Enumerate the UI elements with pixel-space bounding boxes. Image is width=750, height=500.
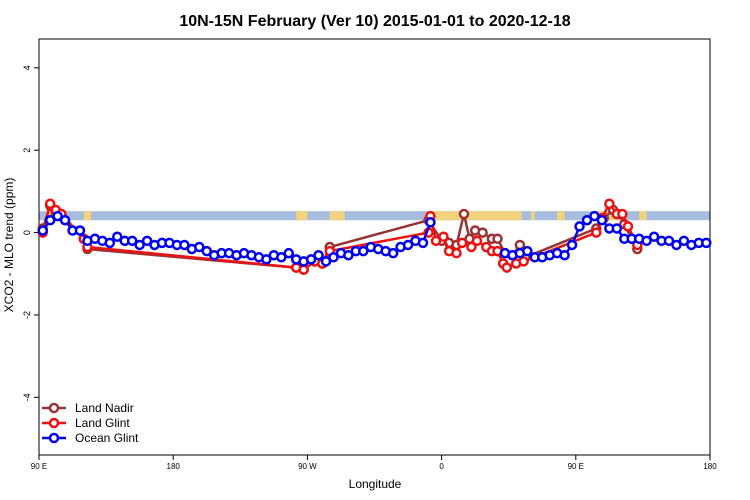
x-axis-label: Longitude	[349, 477, 402, 491]
series-2-point-12	[126, 235, 138, 247]
series-2-point-49	[402, 239, 414, 251]
land-band-2	[296, 211, 308, 221]
series-1-point-31	[617, 208, 628, 220]
series-0-point-20	[492, 233, 503, 245]
series-1-point-29	[604, 198, 615, 210]
series-2-point-0	[37, 225, 48, 236]
series-2-point-52	[425, 217, 436, 228]
series-1-point-32	[622, 221, 634, 232]
series-2-point-41	[343, 249, 354, 261]
series-2-point-22	[201, 245, 212, 257]
series-2-point-56	[522, 245, 533, 257]
series-2-point-47	[387, 247, 399, 259]
land-band-8	[639, 211, 647, 221]
legend-marker-2	[48, 432, 60, 444]
series-2-point-80	[701, 237, 712, 249]
series-2-point-43	[358, 245, 369, 257]
y-tick-label-0: -4	[22, 393, 32, 401]
x-axis: 90 E 180 90 W 0 90 E 180	[31, 455, 717, 471]
legend-marker-0	[48, 402, 60, 414]
y-tick-label-2: 0	[22, 230, 32, 235]
legend-label-2: Ocean Glint	[75, 431, 139, 445]
series-2-point-32	[276, 252, 287, 263]
series-2-point-38	[320, 256, 332, 267]
series-2-point-1	[44, 214, 56, 226]
x-tick-label-5: 180	[703, 462, 717, 471]
x-tick-label-0: 90 E	[31, 462, 47, 471]
legend-marker-1	[48, 417, 60, 429]
series-2-point-61	[559, 249, 570, 261]
series-1-point-26	[518, 256, 529, 267]
series-layer	[37, 198, 712, 275]
series-2-point-66	[596, 214, 608, 226]
y-tick-label-1: -2	[22, 311, 32, 319]
series-1-point-14	[438, 231, 449, 242]
series-2-point-65	[589, 210, 600, 222]
series-2-point-14	[141, 235, 153, 247]
y-tick-label-3: 2	[22, 148, 32, 153]
series-2-point-63	[574, 221, 585, 232]
series-2-point-30	[261, 254, 272, 265]
ocean-band	[39, 211, 710, 221]
land-band-3	[329, 211, 345, 221]
land-band-1	[83, 211, 92, 221]
series-1-point-17	[456, 237, 468, 249]
series-1-point-24	[501, 262, 513, 273]
series-2-point-72	[641, 235, 652, 247]
series-2-point-37	[313, 249, 324, 261]
series-2-point-62	[566, 239, 578, 251]
series-1-point-27	[591, 227, 602, 238]
series-2-point-21	[194, 241, 205, 253]
y-tick-label-4: 4	[22, 65, 32, 70]
series-2-point-13	[134, 239, 145, 251]
series-2-point-51	[417, 237, 429, 249]
series-2-point-39	[328, 252, 339, 263]
x-tick-label-4: 90 E	[568, 462, 584, 471]
plot-area-border	[38, 38, 711, 456]
series-2-point-77	[678, 235, 690, 247]
series-2-point-76	[671, 239, 682, 251]
land-band-6	[557, 211, 565, 221]
series-1-point-18	[466, 241, 477, 253]
x-tick-label-2: 90 W	[298, 462, 317, 471]
series-2-point-9	[104, 237, 116, 249]
land-band-5	[531, 211, 535, 221]
series-2-point-5	[74, 225, 86, 236]
series-2-point-64	[581, 214, 593, 226]
series-0-point-15	[458, 208, 470, 220]
series-1-point-13	[430, 235, 442, 247]
series-1-point-19	[471, 235, 483, 247]
series-0-point-18	[477, 227, 488, 238]
y-axis: -4 -2 0 2 4	[22, 65, 39, 401]
series-2-point-73	[648, 231, 660, 242]
legend-label-1: Land Glint	[75, 416, 130, 430]
series-1-point-7	[298, 264, 309, 275]
series-2-point-2	[52, 210, 63, 222]
series-2	[37, 210, 712, 267]
chart-title: 10N-15N February (Ver 10) 2015-01-01 to …	[179, 13, 570, 30]
series-2-point-68	[611, 223, 623, 234]
y-axis-label: XCO2 - MLO trend (ppm)	[2, 178, 16, 313]
series-2-point-3	[59, 214, 71, 226]
series-2-point-75	[663, 235, 675, 247]
series-1-point-16	[451, 247, 462, 259]
series-2-point-19	[179, 239, 190, 251]
x-tick-label-3: 0	[439, 462, 444, 471]
series-2-point-33	[283, 247, 295, 259]
x-tick-label-1: 180	[167, 462, 181, 471]
series-1-line-0	[41, 201, 639, 272]
legend-label-0: Land Nadir	[75, 401, 134, 415]
series-1-point-1	[44, 198, 56, 210]
series-0-point-23	[514, 239, 526, 251]
series-2-point-36	[305, 254, 317, 265]
land-band-4	[428, 211, 522, 221]
series-2-point-10	[112, 231, 123, 242]
